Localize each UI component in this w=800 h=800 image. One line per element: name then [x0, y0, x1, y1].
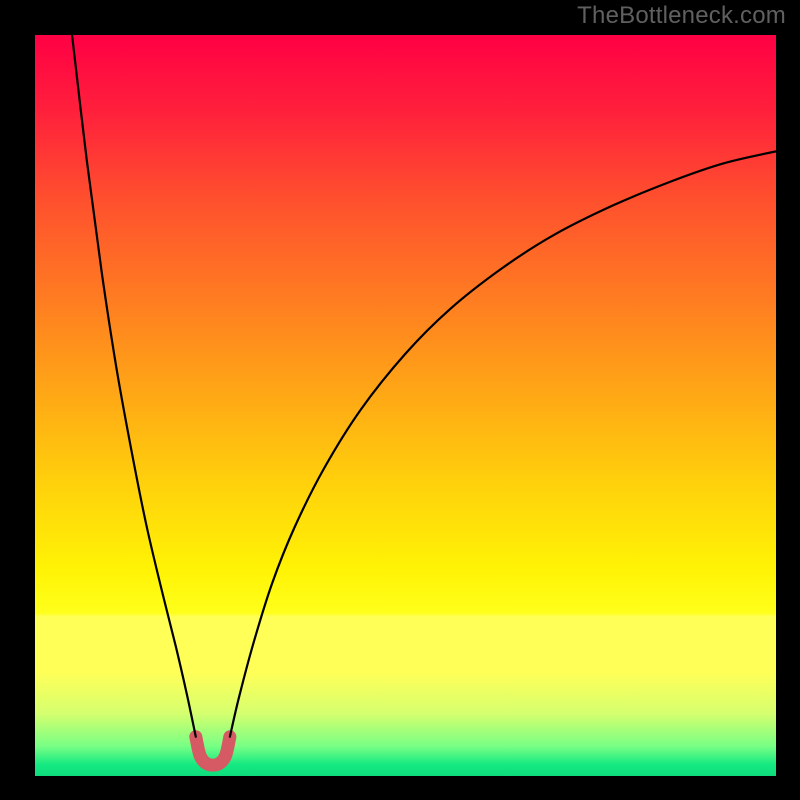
- curve-right-branch: [230, 151, 776, 736]
- chart-stage: TheBottleneck.com: [0, 0, 800, 800]
- valley-marker: [196, 737, 230, 765]
- curve-left-branch: [72, 35, 196, 737]
- watermark-text: TheBottleneck.com: [577, 2, 786, 30]
- chart-curves: [35, 35, 776, 776]
- plot-area: [35, 35, 776, 776]
